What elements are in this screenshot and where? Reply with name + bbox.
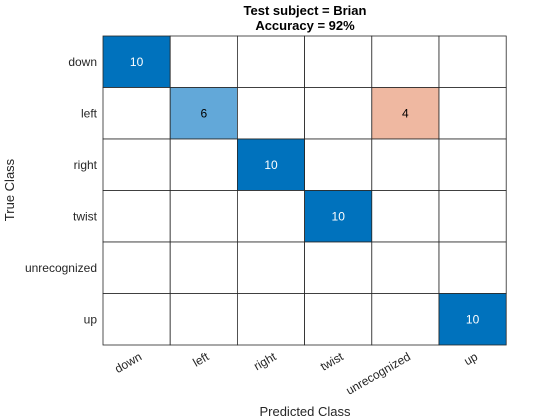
cell-down-right (236, 35, 305, 88)
cell-right-down (102, 138, 171, 191)
cell-value-left-left: 6 (200, 106, 207, 120)
y-tick-down: down (68, 55, 97, 69)
x-tick-down: down (112, 349, 144, 375)
cell-up-unrecognized (371, 293, 440, 346)
cell-up-left (169, 293, 238, 346)
cell-twist-unrecognized (371, 190, 440, 243)
cell-up-right (236, 293, 305, 346)
cell-unrecognized-left (169, 241, 238, 294)
y-axis-label: True Class (2, 158, 17, 221)
cell-twist-down (102, 190, 171, 243)
cell-up-up (438, 293, 507, 346)
cell-right-twist (304, 138, 373, 191)
cell-right-up (438, 138, 507, 191)
cell-value-twist-twist: 10 (332, 209, 346, 223)
cell-left-down (102, 87, 171, 140)
cell-down-down (102, 35, 171, 88)
cell-unrecognized-twist (304, 241, 373, 294)
y-tick-up: up (84, 312, 98, 326)
chart-title-line-1: Test subject = Brian (244, 3, 367, 18)
cell-right-left (169, 138, 238, 191)
chart-title-line-2: Accuracy = 92% (255, 18, 355, 33)
cell-left-unrecognized (371, 87, 440, 140)
x-axis-label: Predicted Class (259, 404, 351, 419)
cell-twist-right (236, 190, 305, 243)
cell-unrecognized-unrecognized (371, 241, 440, 294)
cell-twist-twist (304, 190, 373, 243)
y-tick-labels: down left right twist unrecognized up (25, 55, 98, 327)
x-tick-right: right (251, 349, 279, 373)
x-tick-unrecognized: unrecognized (343, 349, 412, 397)
cell-value-down-down: 10 (130, 55, 144, 69)
cell-twist-up (438, 190, 507, 243)
cell-value-right-right: 10 (264, 158, 278, 172)
cell-down-unrecognized (371, 35, 440, 88)
y-tick-right: right (74, 158, 98, 172)
cell-up-twist (304, 293, 373, 346)
y-tick-twist: twist (73, 209, 98, 223)
cell-down-up (438, 35, 507, 88)
x-tick-up: up (462, 349, 481, 368)
cell-left-left (169, 87, 238, 140)
cell-up-down (102, 293, 171, 346)
cell-right-right (236, 138, 305, 191)
cell-down-twist (304, 35, 373, 88)
cell-left-up (438, 87, 507, 140)
cell-twist-left (169, 190, 238, 243)
cell-unrecognized-down (102, 241, 171, 294)
cell-unrecognized-up (438, 241, 507, 294)
cell-right-unrecognized (371, 138, 440, 191)
cell-left-twist (304, 87, 373, 140)
x-tick-left: left (190, 349, 211, 369)
cell-value-up-up: 10 (466, 312, 480, 326)
cell-unrecognized-right (236, 241, 305, 294)
cell-down-left (169, 35, 238, 88)
x-tick-twist: twist (318, 349, 346, 373)
cell-value-left-unrecognized: 4 (402, 106, 409, 120)
y-tick-left: left (81, 106, 98, 120)
matrix-cells: 10 6 4 10 10 10 (102, 35, 507, 346)
cell-left-right (236, 87, 305, 140)
y-tick-unrecognized: unrecognized (25, 261, 97, 275)
